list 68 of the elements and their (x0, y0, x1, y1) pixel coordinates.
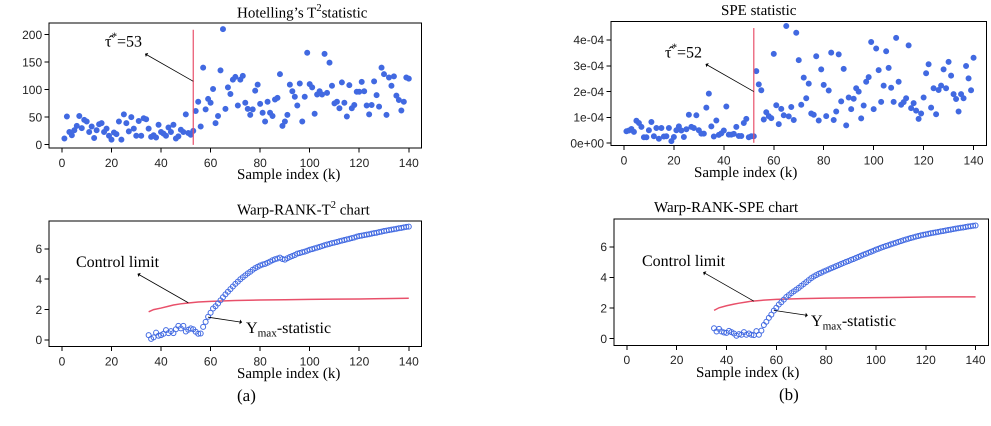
x-axis-title: Sample index (k) (237, 366, 340, 382)
chart-title: Warp-RANK-T$^{2}$ chart (237, 200, 371, 218)
x-tick-label: 100 (864, 154, 884, 168)
text: (a) (237, 386, 256, 405)
annotation: Y$_{max}$-statistic (811, 313, 896, 332)
annotation: Control limit (76, 254, 160, 271)
x-tick-label: 40 (717, 154, 731, 168)
y-tick-label: 200 (22, 28, 42, 42)
y-tick-label: 0e+00 (570, 136, 604, 150)
x-tick-label: 80 (819, 353, 834, 368)
x-tick-label: 20 (667, 154, 681, 168)
x-tick-label: 60 (767, 154, 781, 168)
y-tick-label: 0 (35, 138, 42, 152)
x-tick-label: 20 (670, 353, 684, 368)
y-tick-label: 2e-04 (573, 84, 604, 99)
x-axis-title: Sample index (k) (694, 165, 798, 181)
x-tick-label: 140 (964, 154, 984, 168)
x-tick-label: 80 (253, 354, 268, 368)
x-tick-label: 20 (104, 156, 118, 170)
y-tick-label: 6 (600, 240, 608, 254)
x-tick-label: 140 (966, 353, 986, 368)
x-tick-label: 0 (58, 354, 66, 368)
x-tick-label: 100 (300, 354, 320, 368)
x-tick-label: 0 (58, 156, 66, 170)
x-tick-label: 80 (817, 154, 831, 168)
x-tick-label: 100 (866, 353, 886, 368)
x-axis-title: Sample index (k) (696, 365, 800, 381)
y-tick-label: 1e-04 (573, 110, 604, 125)
y-tick-label: 4e-04 (573, 33, 604, 48)
x-tick-label: 80 (253, 156, 268, 170)
line-series (148, 297, 410, 313)
x-tick-label: 60 (770, 353, 784, 368)
y-tick-label: 50 (28, 110, 42, 124)
y-tick-label: 2 (35, 302, 42, 317)
x-tick-label: 140 (398, 354, 420, 368)
y-tick-label: 2 (600, 301, 608, 316)
x-tick-label: 120 (349, 156, 370, 170)
x-tick-label: 20 (104, 354, 118, 368)
chart-title: SPE statistic (721, 3, 797, 19)
x-tick-label: 60 (204, 156, 218, 170)
y-tick-label: 0 (600, 332, 608, 346)
x-tick-label: 40 (154, 354, 168, 368)
annotation: τ̂$^{*}$=52 (665, 42, 702, 62)
y-tick-label: 4 (35, 272, 42, 286)
x-axis-title: Sample index (k) (237, 167, 340, 183)
x-tick-label: 120 (349, 354, 370, 368)
chart-title: Hotelling’s T$^{2}$statistic (237, 3, 368, 22)
y-tick-label: 0 (35, 333, 42, 348)
annotation: Y$_{max}$-statistic (246, 320, 332, 340)
x-tick-label: 100 (300, 156, 320, 170)
text: (b) (779, 385, 799, 404)
x-tick-label: 120 (914, 154, 934, 168)
x-tick-label: 140 (398, 156, 420, 170)
y-tick-label: 4 (600, 270, 608, 285)
y-tick-label: 3e-04 (573, 58, 604, 73)
line-series (713, 296, 976, 312)
y-tick-label: 100 (22, 82, 42, 97)
y-tick-label: 6 (35, 242, 42, 256)
y-tick-label: 150 (22, 55, 42, 70)
annotation: τ̂$^{*}$=53 (105, 31, 142, 51)
x-tick-label: 40 (720, 353, 734, 368)
x-tick-label: 40 (154, 156, 168, 170)
x-tick-label: 120 (916, 353, 936, 368)
annotation: Control limit (642, 253, 726, 270)
chart-title: Warp-RANK-SPE chart (654, 200, 800, 216)
x-tick-label: 0 (620, 154, 628, 168)
x-tick-label: 0 (624, 353, 631, 368)
x-tick-label: 60 (204, 354, 218, 368)
